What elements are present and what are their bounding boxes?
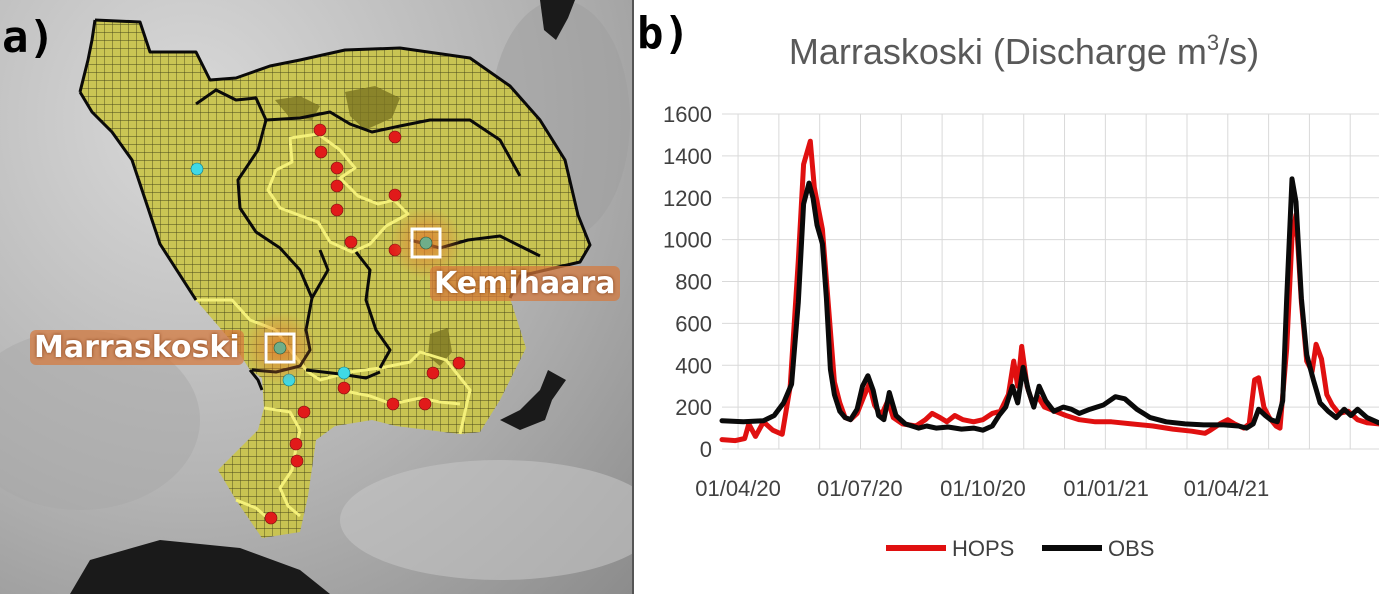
discharge-chart-panel: b) Marraskoski (Discharge m3/s) 0 200 400 6… [634,0,1379,594]
highlighted-stations [244,207,462,384]
y-axis-tick-labels: 0 200 400 600 800 1000 1200 1400 1600 [663,102,712,462]
chart-title-suffix: /s) [1219,31,1259,72]
y-tick-label: 800 [675,270,712,295]
chart-title-superscript: 3 [1207,30,1219,55]
x-tick-label: 01/04/20 [695,476,781,501]
panel-divider [632,0,634,594]
y-tick-label: 400 [675,353,712,378]
y-tick-label: 0 [700,437,712,462]
y-tick-label: 200 [675,395,712,420]
x-tick-label: 01/10/20 [940,476,1026,501]
x-tick-label: 01/01/21 [1063,476,1149,501]
legend-label-hops: HOPS [952,536,1014,561]
marraskoski-station-label: Marraskoski [30,330,244,365]
chart-title-main: Marraskoski (Discharge m [789,31,1207,72]
y-tick-label: 1400 [663,144,712,169]
catchment-map-panel: a) Kemihaara Marraskoski [0,0,632,594]
kemihaara-station-label: Kemihaara [430,266,620,301]
legend-label-obs: OBS [1108,536,1154,561]
panel-a-label: a) [2,12,55,63]
series-line-obs [719,176,1379,433]
panel-b-label: b) [637,8,690,59]
chart-series [719,138,1379,444]
x-tick-label: 01/04/21 [1184,476,1270,501]
chart-gridlines [722,113,1379,450]
x-axis-tick-labels: 01/04/20 01/07/20 01/10/20 01/01/21 01/04/21 [695,476,1269,501]
chart-legend: HOPS OBS [886,536,1154,561]
stations-red [264,123,466,525]
y-tick-label: 1000 [663,228,712,253]
y-tick-label: 1200 [663,186,712,211]
y-tick-label: 600 [675,311,712,336]
y-tick-label: 1600 [663,102,712,127]
x-tick-label: 01/07/20 [817,476,903,501]
chart-title: Marraskoski (Discharge m3/s) [789,30,1259,72]
discharge-chart: Marraskoski (Discharge m3/s) 0 200 400 600 8… [663,30,1379,561]
